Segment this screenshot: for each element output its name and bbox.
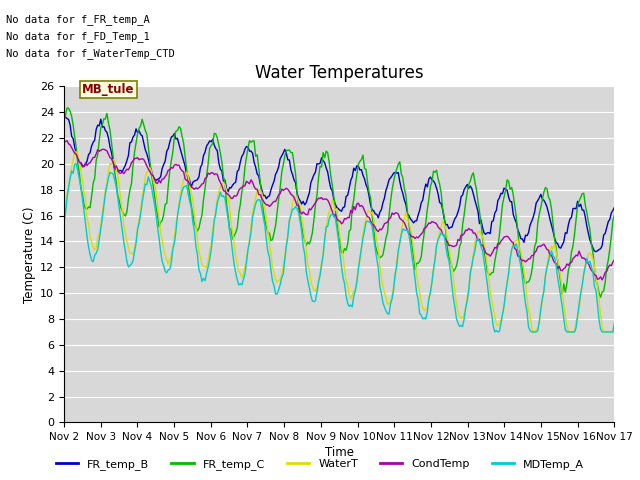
Title: Water Temperatures: Water Temperatures	[255, 64, 424, 82]
Y-axis label: Temperature (C): Temperature (C)	[23, 206, 36, 303]
Text: No data for f_WaterTemp_CTD: No data for f_WaterTemp_CTD	[6, 48, 175, 59]
X-axis label: Time: Time	[324, 446, 354, 459]
Text: No data for f_FR_temp_A: No data for f_FR_temp_A	[6, 14, 150, 25]
Legend: FR_temp_B, FR_temp_C, WaterT, CondTemp, MDTemp_A: FR_temp_B, FR_temp_C, WaterT, CondTemp, …	[52, 455, 588, 474]
Text: MB_tule: MB_tule	[83, 83, 135, 96]
Text: No data for f_FD_Temp_1: No data for f_FD_Temp_1	[6, 31, 150, 42]
